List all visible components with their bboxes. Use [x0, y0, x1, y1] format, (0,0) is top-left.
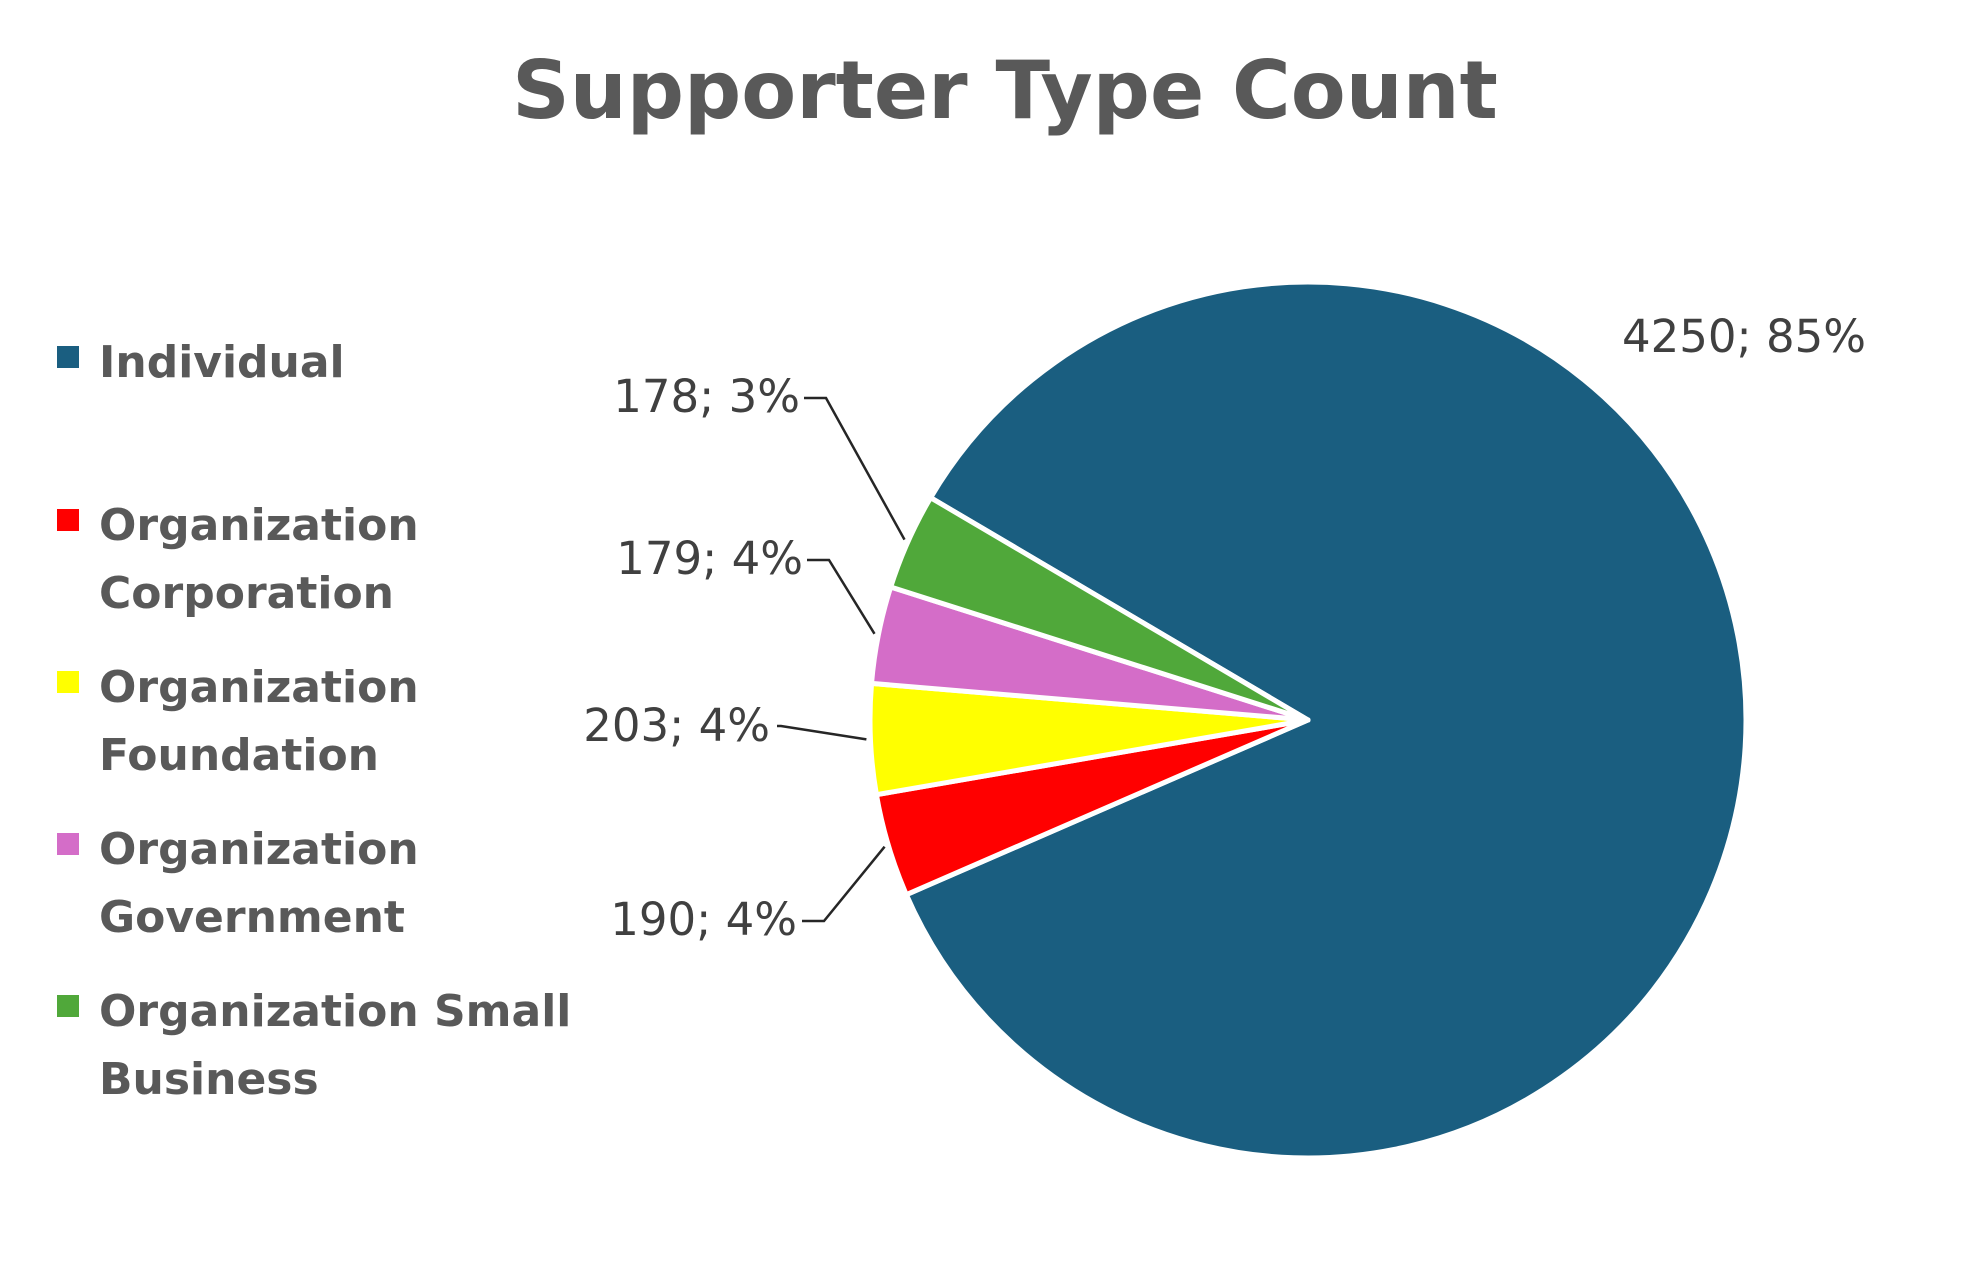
legend: Individual Organization Corporation Organiz…	[57, 337, 571, 1105]
leader-line-organization-government	[807, 558, 876, 635]
legend-swatch-organization-government	[57, 833, 79, 855]
legend-swatch-organization-small-business	[57, 995, 79, 1017]
data-label-organization-corporation: 190; 4%	[610, 893, 797, 946]
legend-item-individual: Individual	[57, 337, 345, 388]
leader-line-organization-corporation	[802, 845, 886, 923]
data-label-organization-government: 179; 4%	[616, 532, 803, 585]
legend-label-organization-corporation: Organization Corporation	[99, 500, 419, 619]
legend-item-organization-corporation: Organization Corporation	[57, 500, 419, 619]
data-label-organization-foundation: 203; 4%	[583, 699, 770, 752]
legend-label-individual: Individual	[99, 337, 345, 388]
legend-swatch-organization-corporation	[57, 509, 79, 531]
pie-slice-organization-small-business	[888, 495, 1311, 723]
data-labels: 4250; 85% 190; 4% 203; 4% 179; 4% 178; 3%	[583, 310, 1866, 946]
legend-label-organization-government: Organization Government	[99, 824, 419, 943]
legend-label-organization-small-business: Organization Small Business	[99, 986, 571, 1105]
data-label-organization-small-business: 178; 3%	[613, 370, 800, 423]
legend-label-organization-foundation: Organization Foundation	[99, 662, 419, 781]
leader-line-organization-small-business	[804, 396, 906, 541]
pie-slices	[867, 279, 1749, 1161]
legend-swatch-organization-foundation	[57, 671, 79, 693]
leader-line-organization-foundation	[777, 724, 867, 741]
legend-item-organization-government: Organization Government	[57, 824, 419, 943]
legend-item-organization-small-business: Organization Small Business	[57, 986, 571, 1105]
chart-title: Supporter Type Count	[512, 44, 1498, 137]
legend-swatch-individual	[57, 346, 79, 368]
data-label-individual: 4250; 85%	[1622, 310, 1866, 363]
pie-slice-individual	[903, 279, 1749, 1161]
legend-item-organization-foundation: Organization Foundation	[57, 662, 419, 781]
leader-lines	[777, 396, 906, 923]
